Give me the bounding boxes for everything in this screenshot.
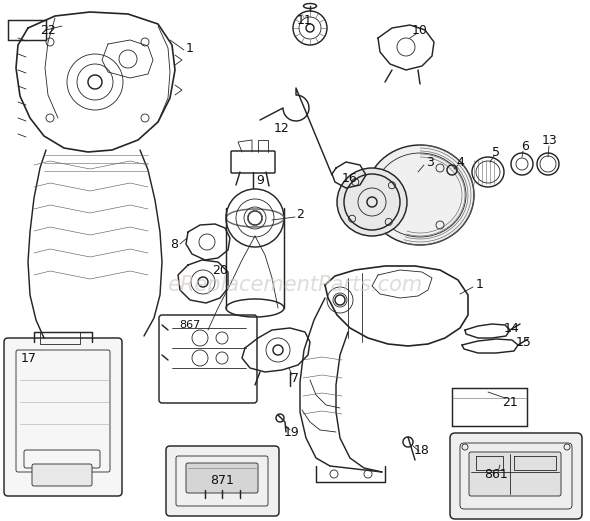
Text: 2: 2 (296, 208, 304, 221)
Text: eReplacementParts.com: eReplacementParts.com (168, 275, 422, 295)
Text: 19: 19 (284, 426, 300, 439)
FancyBboxPatch shape (450, 433, 582, 519)
Text: 12: 12 (274, 121, 290, 134)
Text: 1: 1 (476, 279, 484, 292)
Text: 13: 13 (542, 133, 558, 146)
Text: 8: 8 (170, 238, 178, 251)
Text: 4: 4 (456, 155, 464, 168)
Text: 871: 871 (210, 474, 234, 487)
FancyBboxPatch shape (166, 446, 279, 516)
Text: 3: 3 (426, 155, 434, 168)
Text: 18: 18 (414, 443, 430, 456)
Text: 861: 861 (484, 468, 508, 481)
Text: 7: 7 (291, 371, 299, 384)
Text: 6: 6 (521, 141, 529, 154)
Bar (40, 332, 80, 344)
FancyBboxPatch shape (32, 464, 92, 486)
Text: 22: 22 (40, 23, 56, 36)
Text: 20: 20 (212, 264, 228, 277)
Text: 9: 9 (256, 173, 264, 187)
Text: 5: 5 (492, 145, 500, 158)
FancyBboxPatch shape (4, 338, 122, 496)
Bar (452, 388, 527, 426)
Bar (8, 20, 46, 40)
Text: 10: 10 (412, 23, 428, 36)
Ellipse shape (366, 145, 474, 245)
Text: 16: 16 (342, 171, 358, 184)
Text: 15: 15 (516, 336, 532, 349)
Text: 11: 11 (297, 14, 313, 27)
Text: 14: 14 (504, 321, 520, 334)
FancyBboxPatch shape (469, 452, 561, 496)
Text: 867: 867 (179, 320, 201, 330)
Text: 21: 21 (502, 395, 518, 408)
Text: 1: 1 (186, 42, 194, 55)
Ellipse shape (337, 168, 407, 236)
FancyBboxPatch shape (186, 463, 258, 493)
Text: 17: 17 (21, 352, 37, 365)
